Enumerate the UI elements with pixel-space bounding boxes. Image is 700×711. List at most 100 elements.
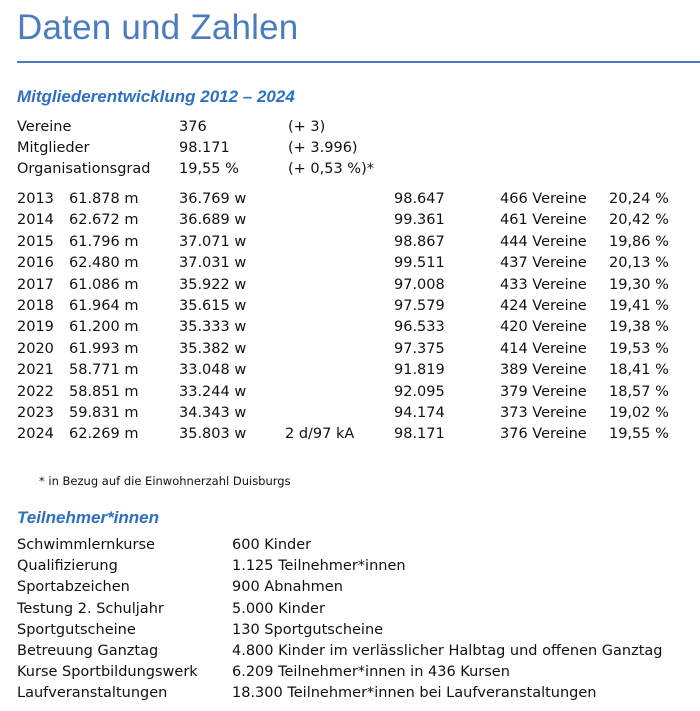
total-count-cell: 98.647: [394, 191, 445, 207]
male-count-cell: 61.200 m: [69, 319, 139, 336]
title-divider: [17, 61, 700, 63]
rate-cell: 18,57 %: [609, 383, 669, 400]
summary-change: (+ 3): [288, 119, 326, 135]
male-count-cell: 58.771 m: [69, 362, 139, 379]
total-count-cell: 97.008: [394, 276, 445, 293]
summary-change: (+ 3.996): [288, 140, 358, 156]
participant-value: 4.800 Kinder im verlässlicher Halbtag un…: [232, 643, 663, 659]
rate-cell: 20,42 %: [609, 212, 669, 229]
male-count-cell: 61.993 m: [69, 340, 139, 357]
clubs-cell: 437 Vereine: [500, 255, 587, 272]
participant-value: 6.209 Teilnehmer*innen in 436 Kursen: [232, 664, 510, 681]
male-count-cell: 58.851 m: [69, 383, 139, 400]
participant-value: 900 Abnahmen: [232, 579, 343, 596]
total-count-cell: 92.095: [394, 383, 445, 400]
participant-label: Sportgutscheine: [17, 621, 136, 638]
year-cell: 2015: [17, 233, 54, 250]
participant-label: Betreuung Ganztag: [17, 643, 159, 659]
clubs-cell: 414 Vereine: [500, 340, 587, 357]
total-count-cell: 99.361: [394, 212, 445, 229]
year-cell: 2016: [17, 255, 54, 272]
clubs-cell: 373 Vereine: [500, 405, 587, 421]
rate-cell: 19,02 %: [609, 405, 669, 421]
rate-cell: 20,24 %: [609, 191, 669, 207]
participant-label: Testung 2. Schuljahr: [17, 600, 164, 617]
rate-cell: 19,53 %: [609, 340, 669, 357]
participant-value: 130 Sportgutscheine: [232, 621, 384, 638]
diverse-count-cell: 2 d/97 kA: [285, 426, 355, 443]
participant-label: Kurse Sportbildungswerk: [17, 664, 198, 681]
participant-label: Schwimmlernkurse: [17, 537, 155, 553]
clubs-cell: 420 Vereine: [500, 319, 587, 336]
page-title: Daten und Zahlen: [17, 8, 299, 47]
summary-change: (+ 0,53 %)*: [288, 161, 374, 177]
summary-value: 376: [179, 119, 207, 135]
clubs-cell: 466 Vereine: [500, 191, 587, 207]
rate-cell: 19,41 %: [609, 298, 669, 314]
total-count-cell: 98.867: [394, 233, 445, 250]
clubs-cell: 379 Vereine: [500, 383, 587, 400]
total-count-cell: 99.511: [394, 255, 445, 272]
male-count-cell: 62.269 m: [69, 426, 139, 443]
participant-value: 1.125 Teilnehmer*innen: [232, 558, 406, 575]
participant-value: 600 Kinder: [232, 537, 312, 553]
year-cell: 2024: [17, 426, 54, 443]
year-cell: 2017: [17, 276, 54, 293]
total-count-cell: 97.375: [394, 340, 445, 357]
summary-value: 98.171: [179, 140, 230, 156]
clubs-cell: 444 Vereine: [500, 233, 587, 250]
clubs-cell: 376 Vereine: [500, 426, 587, 443]
female-count-cell: 35.803 w: [179, 426, 247, 443]
participant-value: 18.300 Teilnehmer*innen bei Laufveransta…: [232, 685, 597, 702]
female-count-cell: 35.333 w: [179, 319, 247, 336]
rate-cell: 19,38 %: [609, 319, 669, 336]
total-count-cell: 94.174: [394, 405, 445, 421]
summary-value: 19,55 %: [179, 161, 239, 177]
clubs-cell: 389 Vereine: [500, 362, 587, 379]
year-cell: 2019: [17, 319, 54, 336]
female-count-cell: 37.071 w: [179, 233, 247, 250]
year-cell: 2021: [17, 362, 54, 379]
total-count-cell: 98.171: [394, 426, 445, 443]
clubs-cell: 461 Vereine: [500, 212, 587, 229]
rate-cell: 20,13 %: [609, 255, 669, 272]
total-count-cell: 96.533: [394, 319, 445, 336]
female-count-cell: 33.244 w: [179, 383, 247, 400]
year-cell: 2020: [17, 340, 54, 357]
rate-cell: 19,30 %: [609, 276, 669, 293]
male-count-cell: 61.086 m: [69, 276, 139, 293]
female-count-cell: 37.031 w: [179, 255, 247, 272]
summary-label: Vereine: [17, 119, 72, 135]
summary-label: Mitglieder: [17, 140, 90, 156]
year-cell: 2014: [17, 212, 54, 229]
female-count-cell: 35.922 w: [179, 276, 247, 293]
participant-label: Laufveranstaltungen: [17, 685, 168, 702]
participant-label: Sportabzeichen: [17, 579, 130, 596]
members-heading: Mitgliederentwicklung 2012 – 2024: [17, 87, 295, 106]
participant-label: Qualifizierung: [17, 558, 118, 575]
female-count-cell: 36.689 w: [179, 212, 247, 229]
male-count-cell: 61.878 m: [69, 191, 139, 207]
female-count-cell: 35.615 w: [179, 298, 247, 314]
total-count-cell: 97.579: [394, 298, 445, 314]
year-cell: 2018: [17, 298, 54, 314]
clubs-cell: 424 Vereine: [500, 298, 587, 314]
rate-cell: 19,55 %: [609, 426, 669, 443]
total-count-cell: 91.819: [394, 362, 445, 379]
female-count-cell: 35.382 w: [179, 340, 247, 357]
clubs-cell: 433 Vereine: [500, 276, 587, 293]
rate-cell: 18,41 %: [609, 362, 669, 379]
female-count-cell: 36.769 w: [179, 191, 247, 207]
year-cell: 2023: [17, 405, 54, 421]
year-cell: 2013: [17, 191, 54, 207]
participant-value: 5.000 Kinder: [232, 600, 325, 617]
male-count-cell: 61.796 m: [69, 233, 139, 250]
male-count-cell: 62.480 m: [69, 255, 139, 272]
male-count-cell: 61.964 m: [69, 298, 139, 314]
male-count-cell: 59.831 m: [69, 405, 139, 421]
male-count-cell: 62.672 m: [69, 212, 139, 229]
female-count-cell: 33.048 w: [179, 362, 247, 379]
female-count-cell: 34.343 w: [179, 405, 247, 421]
footnote: * in Bezug auf die Einwohnerzahl Duisbur…: [39, 474, 291, 488]
participants-heading: Teilnehmer*innen: [17, 508, 160, 527]
